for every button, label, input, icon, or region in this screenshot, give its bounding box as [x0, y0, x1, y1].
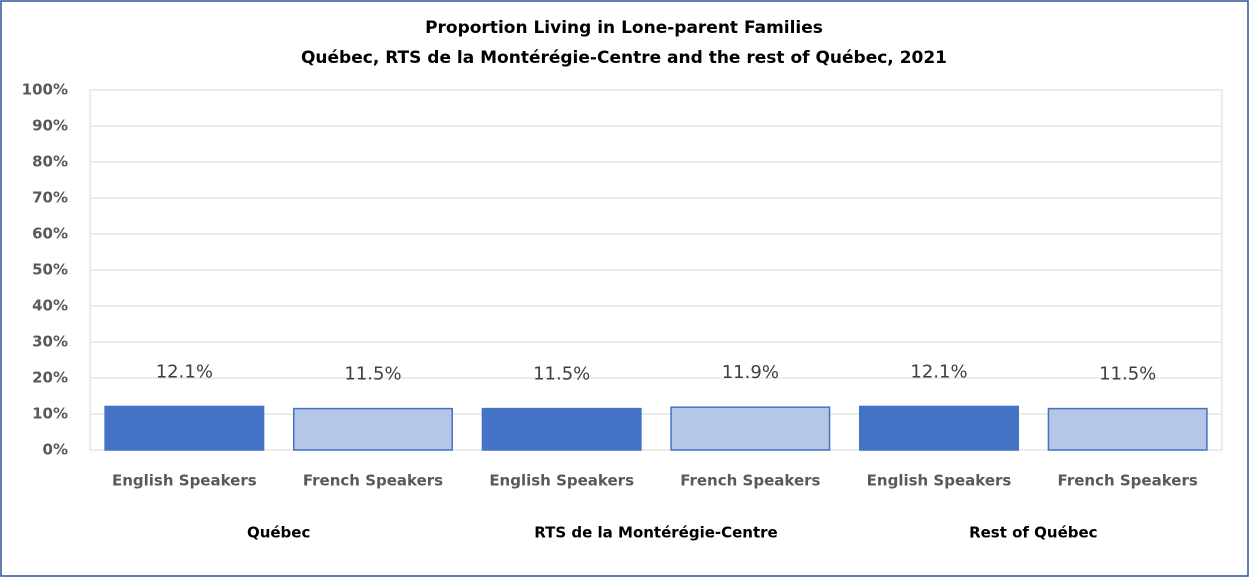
bar	[293, 407, 453, 451]
chart-subtitle: Québec, RTS de la Montérégie-Centre and …	[301, 48, 947, 68]
value-label: 11.5%	[533, 364, 590, 385]
x-tick-label: French Speakers	[303, 472, 443, 490]
y-tick-label: 70%	[32, 189, 68, 207]
chart-title: Proportion Living in Lone-parent Familie…	[425, 18, 823, 38]
x-tick-label: French Speakers	[680, 472, 820, 490]
y-tick-label: 60%	[32, 225, 68, 243]
value-label: 11.5%	[344, 364, 401, 385]
y-tick-label: 50%	[32, 261, 68, 279]
y-tick-label: 80%	[32, 153, 68, 171]
y-tick-label: 100%	[22, 81, 68, 99]
bar	[670, 406, 831, 451]
bar	[481, 407, 642, 451]
x-tick-label: English Speakers	[489, 472, 634, 490]
x-tick-label: English Speakers	[112, 472, 257, 490]
bar	[104, 405, 265, 451]
x-tick-label: English Speakers	[867, 472, 1012, 490]
value-label: 11.5%	[1099, 364, 1156, 385]
y-tick-label: 20%	[32, 369, 68, 387]
value-label: 12.1%	[910, 361, 967, 382]
x-tick-label: French Speakers	[1058, 472, 1198, 490]
bar	[859, 405, 1019, 451]
value-label: 11.9%	[722, 362, 779, 383]
y-tick-label: 0%	[43, 441, 68, 459]
group-label: Rest of Québec	[969, 524, 1098, 542]
y-tick-label: 10%	[32, 405, 68, 423]
y-tick-label: 30%	[32, 333, 68, 351]
group-label: RTS de la Montérégie-Centre	[534, 524, 777, 542]
value-label: 12.1%	[156, 361, 213, 382]
y-tick-label: 40%	[32, 297, 68, 315]
group-label: Québec	[247, 524, 310, 542]
bar	[1047, 407, 1208, 451]
y-tick-label: 90%	[32, 117, 68, 135]
